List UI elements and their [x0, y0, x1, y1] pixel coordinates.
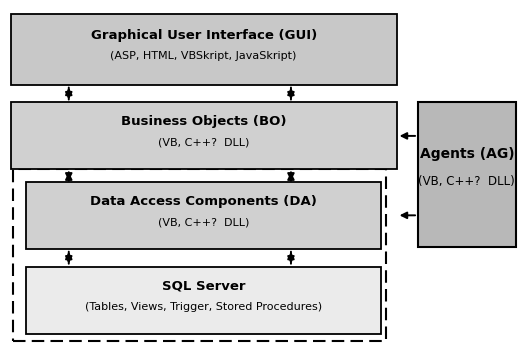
Bar: [418, 102, 516, 247]
Bar: [11, 102, 397, 169]
Text: SQL Server: SQL Server: [162, 280, 245, 292]
Bar: [11, 14, 397, 85]
Bar: [26, 182, 381, 249]
Text: Data Access Components (DA): Data Access Components (DA): [90, 195, 317, 208]
Text: (VB, C++?  DLL): (VB, C++? DLL): [158, 217, 249, 227]
Text: Agents (AG): Agents (AG): [419, 146, 514, 161]
Text: Graphical User Interface (GUI): Graphical User Interface (GUI): [90, 29, 317, 42]
Text: (VB, C++?  DLL): (VB, C++? DLL): [158, 138, 249, 148]
Bar: [26, 267, 381, 334]
Bar: [13, 169, 386, 341]
Text: (Tables, Views, Trigger, Stored Procedures): (Tables, Views, Trigger, Stored Procedur…: [85, 302, 322, 312]
Text: (VB, C++?  DLL): (VB, C++? DLL): [418, 175, 515, 188]
Text: Business Objects (BO): Business Objects (BO): [121, 115, 286, 128]
Text: (ASP, HTML, VBSkript, JavaSkript): (ASP, HTML, VBSkript, JavaSkript): [111, 52, 297, 61]
